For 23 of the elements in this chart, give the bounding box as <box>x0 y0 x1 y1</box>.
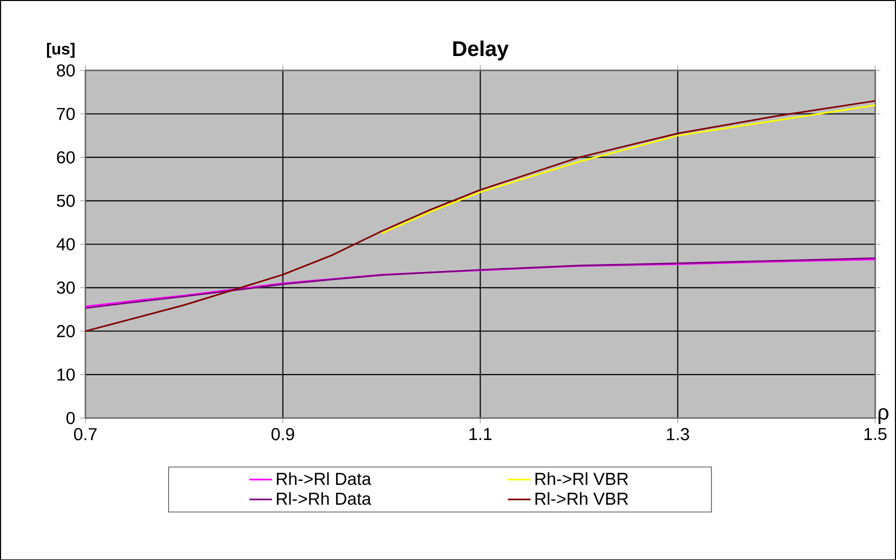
x-tick-label: 1.5 <box>864 428 886 440</box>
y-tick-label: 40 <box>56 238 75 250</box>
chart-title: Delay <box>453 40 509 60</box>
x-tick-label: 0.7 <box>74 428 97 440</box>
x-axis-title: ρ <box>878 408 888 424</box>
legend-label: Rl->Rh Data <box>276 492 372 505</box>
y-tick-label: 0 <box>66 412 75 424</box>
legend-label: Rl->Rh VBR <box>536 492 628 505</box>
y-axis-title: [us] <box>47 42 75 58</box>
y-tick-label: 10 <box>57 368 75 381</box>
y-tick-label: 50 <box>56 194 75 207</box>
x-tick-label: 0.9 <box>272 428 294 440</box>
line-series <box>380 104 876 234</box>
y-tick-label: 70 <box>57 108 75 120</box>
legend-label: Rh->Rl Data <box>276 472 372 485</box>
x-tick-label: 1.3 <box>667 428 690 440</box>
y-tick-label: 30 <box>56 281 75 294</box>
y-tick-label: 20 <box>57 324 75 338</box>
y-tick-label: 60 <box>57 151 75 164</box>
legend-label: Rh->Rl VBR <box>536 472 628 485</box>
y-tick-label: 80 <box>56 64 75 76</box>
x-tick-label: 1.1 <box>470 428 492 440</box>
line-series <box>85 100 876 332</box>
